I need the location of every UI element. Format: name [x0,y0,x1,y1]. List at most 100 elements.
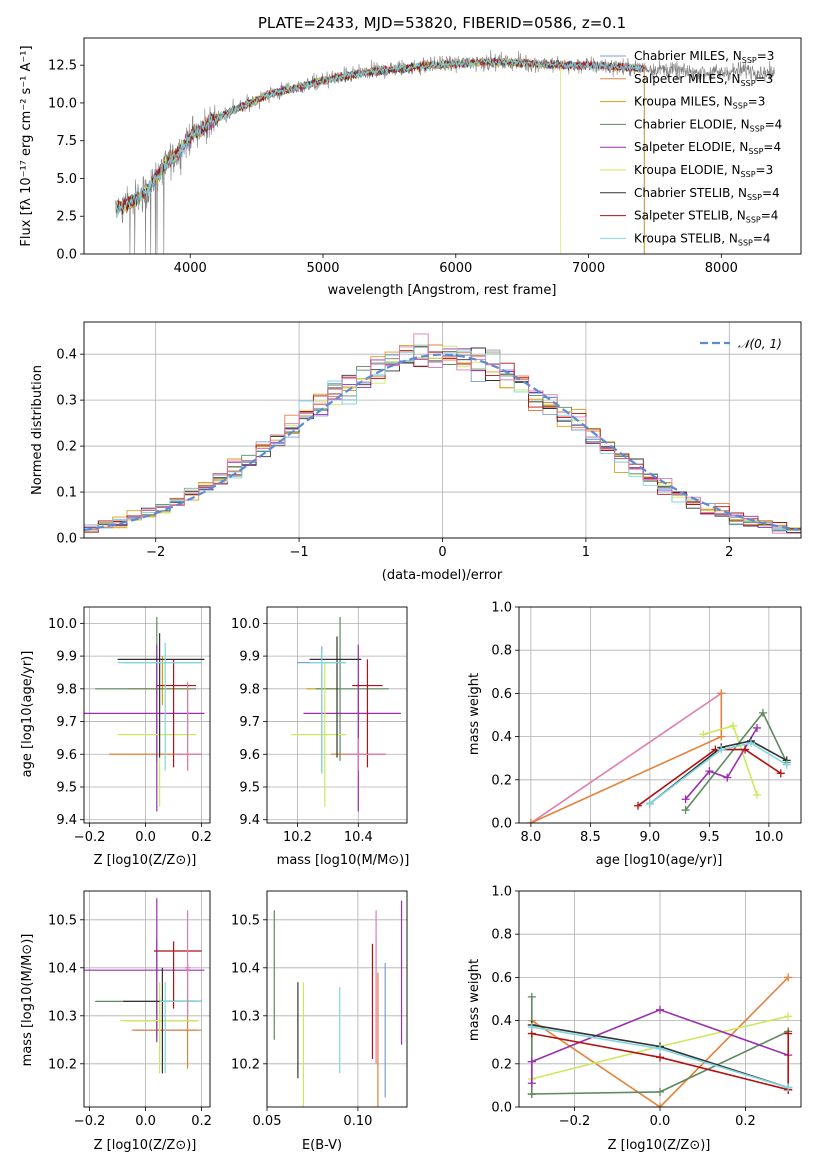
x-tick-label: −0.2 [74,1114,106,1129]
age-z-ylabel: age [log10(age/yr)] [20,651,35,778]
axes-frame [518,890,802,1108]
age-vs-metallicity-panel: −0.2 0.0 0.2 9.4 9.5 9.6 9.7 9.8 9.9 10.0 [48,606,212,845]
plot-area [291,616,401,812]
y-tick-label: 9.7 [239,715,260,730]
legend-label-salpeter-elodie: Salpeter ELODIE, NSSP=4 [634,140,781,156]
errorbar-salpeter-elodie [303,644,401,812]
series-marker-chabrier-elodie [527,992,536,1001]
legend-value: =4 [765,117,783,131]
y-tick-label: 10.0 [48,96,77,111]
legend-subscript: SSP [746,216,761,225]
y-tick-label: 0.4 [56,348,77,363]
legend-subscript: SSP [741,170,756,179]
mass-vs-ebv-panel: 0.05 0.10 10.2 10.3 10.4 10.5 [231,890,408,1129]
x-tick-label: 6000 [439,261,472,276]
y-tick-label: 0.3 [56,394,77,409]
legend-subscript: SSP [747,193,762,202]
series-line-pink [530,692,722,823]
mass-vs-metallicity-panel: −0.2 0.0 0.2 10.2 10.3 10.4 10.5 [48,890,212,1129]
errorbar-pink [346,737,386,771]
x-tick-label: 8000 [705,261,738,276]
series-marker-chabrier-elodie [656,1087,664,1096]
legend-value: =3 [748,95,766,109]
y-tick-label: 9.6 [56,748,77,763]
y-tick-label: 0.0 [56,248,77,263]
legend-value: =3 [756,163,774,177]
age-z-xlabel: Z [log10(Z/Z⊙)] [94,853,197,868]
legend-label-normal: 𝒩(0, 1) [738,337,782,351]
axes-frame [83,890,211,1108]
plot-area [273,900,403,1107]
x-tick-label: 9.5 [699,830,720,845]
x-tick-label: 9.0 [640,830,661,845]
series-marker-salpeter-stelib [776,769,785,778]
x-tick-label: 0.10 [343,1114,372,1129]
legend-value: =4 [762,186,780,200]
legend-subscript: SSP [738,238,753,247]
residual-xlabel: (data-model)/error [382,568,503,583]
series-marker-kroupa-elodie [729,721,738,730]
y-tick-label: 0.6 [491,687,512,702]
legend-label-kroupa-elodie: Kroupa ELODIE, NSSP=3 [634,163,773,179]
errorbar-salpeter-elodie [84,898,205,1043]
legend-subscript: SSP [741,79,756,88]
plot-area [526,689,791,823]
residual-ylabel: Normed distribution [30,365,45,495]
plot-area [115,49,775,254]
weight-age-ylabel: mass weight [467,673,482,755]
y-tick-label: 9.8 [56,682,77,697]
errorbar-chabrier-stelib [309,636,362,758]
y-tick-label: 10.4 [231,961,260,976]
spectrum-xlabel: wavelength [Angstrom, rest frame] [328,283,557,298]
axes-frame [266,606,408,824]
series-marker-kroupa-stelib [784,1083,793,1092]
y-tick-label: 10.3 [48,1009,77,1024]
series-marker-chabrier-elodie [527,1090,536,1099]
spectrum-title: PLATE=2433, MJD=53820, FIBERID=0586, z=0… [258,14,626,32]
weight-age-xlabel: age [log10(age/yr)] [596,853,723,868]
weight-z-xlabel: Z [log10(Z/Z⊙)] [608,1138,711,1153]
model-spectrum-kroupa-stelib [115,57,645,215]
y-tick-label: 10.2 [48,1057,77,1072]
x-tick-label: 0.0 [135,830,156,845]
legend-value: =4 [763,140,781,154]
errorbar-salpeter-stelib [352,659,383,768]
x-tick-label: −1 [290,545,309,560]
y-tick-label: 5.0 [56,172,77,187]
x-tick-label: 10.2 [283,830,312,845]
x-tick-label: −0.2 [559,1114,591,1129]
x-tick-label: 8.5 [580,830,601,845]
y-tick-label: 0.8 [491,644,512,659]
normal-reference-curve [84,353,799,531]
weight-vs-metallicity-panel: −0.2 0.0 0.2 0.0 0.2 0.4 0.6 0.8 1.0 [491,885,802,1129]
x-tick-label: 1 [582,545,590,560]
y-tick-label: 10.5 [231,913,260,928]
errorbar-kroupa-elodie [120,982,199,1074]
series-marker-salpeter-elodie [723,773,732,782]
residual-legend: 𝒩(0, 1) [700,337,782,351]
series-marker-salpeter-stelib [633,801,642,810]
series-marker-salpeter-miles [717,732,726,741]
legend-label-kroupa-stelib: Kroupa STELIB, NSSP=4 [634,231,771,247]
series-marker-kroupa-elodie [784,1012,793,1021]
y-tick-label: 10.5 [48,913,77,928]
series-marker-salpeter-elodie [681,795,690,804]
y-tick-label: 7.5 [56,134,77,149]
y-tick-label: 0.2 [491,1057,512,1072]
series-marker-salpeter-elodie [656,1005,664,1014]
x-tick-label: 2 [725,545,733,560]
mass-ebv-xlabel: E(B-V) [302,1138,342,1153]
series-marker-kroupa-stelib [527,1023,536,1032]
y-tick-label: 0.2 [56,440,77,455]
y-tick-label: 1.0 [491,601,512,616]
legend-value: =4 [753,231,771,245]
x-tick-label: −2 [146,545,165,560]
y-tick-label: 9.4 [56,813,77,828]
y-tick-label: 9.6 [239,748,260,763]
x-tick-label: 5000 [306,261,339,276]
y-tick-label: 9.9 [56,650,77,665]
y-tick-label: 10.4 [48,961,77,976]
y-tick-label: 12.5 [48,59,77,74]
x-tick-label: 0.2 [191,1114,212,1129]
series-marker-kroupa-stelib [645,799,654,808]
